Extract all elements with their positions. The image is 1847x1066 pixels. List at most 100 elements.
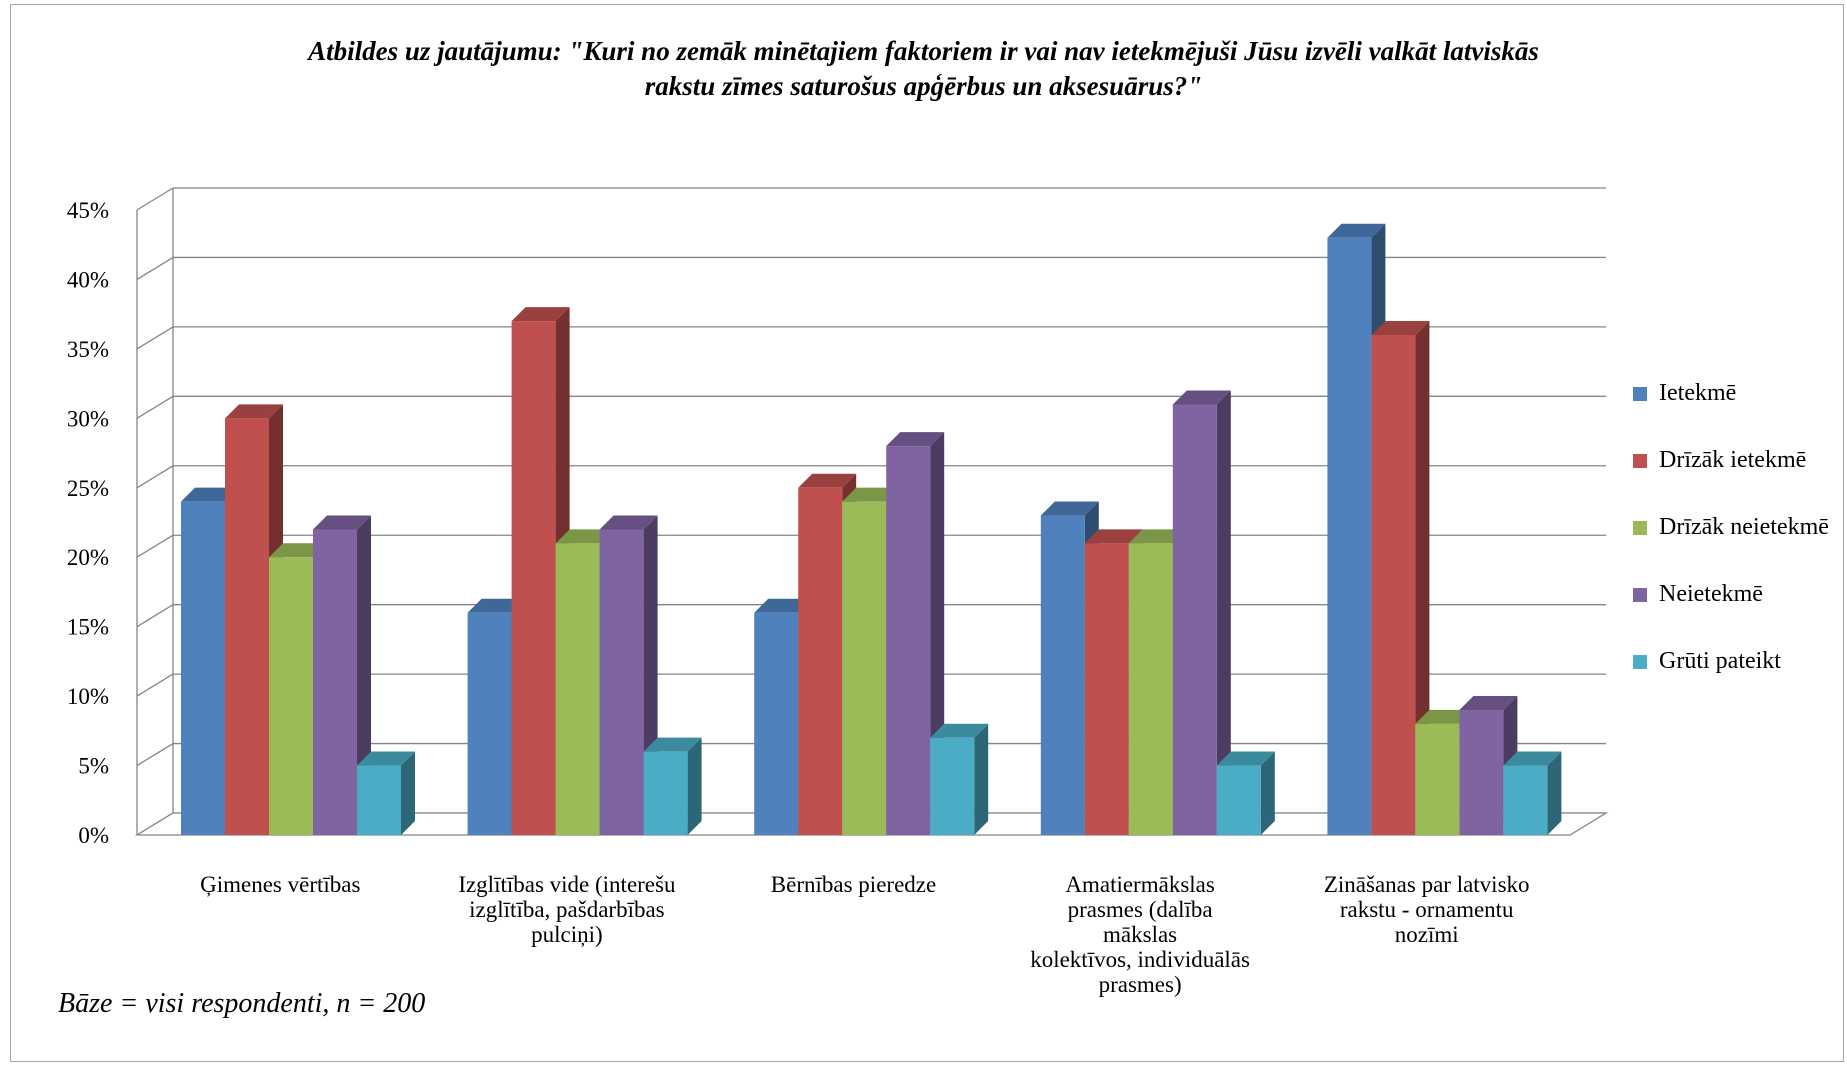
bar <box>1128 543 1173 835</box>
legend-label: Neietekmē <box>1659 581 1763 607</box>
bar-top <box>842 487 901 502</box>
bar <box>1172 404 1217 835</box>
legend-swatch <box>1633 654 1647 669</box>
bar-top <box>467 598 526 613</box>
legend-label: Grūti pateikt <box>1659 648 1781 674</box>
x-category-label: Amatiermākslas <box>1065 872 1215 897</box>
bar-side <box>1260 751 1275 835</box>
y-tick-label: 0% <box>78 823 109 848</box>
x-category-label: kolektīvos, individuālās <box>1030 947 1250 972</box>
y-tick-label: 15% <box>67 615 109 640</box>
gridline-side <box>136 743 174 767</box>
bar-side <box>1415 321 1430 835</box>
bar <box>886 446 931 835</box>
bar <box>643 751 688 835</box>
bar <box>930 737 975 835</box>
bar-top <box>181 487 239 502</box>
gridline-side <box>136 604 174 628</box>
bar <box>467 612 512 835</box>
bar <box>1040 515 1085 835</box>
bar-top <box>1128 529 1187 544</box>
bar-side <box>1547 751 1562 835</box>
bar <box>1084 543 1129 835</box>
gridline-side <box>136 465 174 489</box>
legend-label: Ietekmē <box>1659 380 1737 406</box>
gridline-side <box>136 395 174 419</box>
bar-top <box>1216 751 1275 766</box>
legend-item: Neietekmē <box>1633 561 1829 628</box>
bar-side <box>1216 390 1231 835</box>
y-tick-label: 5% <box>78 754 109 779</box>
x-category-label: izglītība, pašdarbības <box>469 897 664 922</box>
legend-item: Grūti pateikt <box>1633 628 1829 695</box>
base-note: Bāze = visi respondenti, n = 200 <box>58 988 426 1019</box>
bar-top <box>930 723 989 738</box>
legend-item: Ietekmē <box>1633 360 1829 427</box>
x-category-label: pulciņi) <box>531 922 603 948</box>
y-tick-label: 35% <box>67 337 109 362</box>
bar <box>1415 723 1460 835</box>
bar-side <box>974 723 989 835</box>
bar <box>798 487 843 835</box>
chart-title-line-1: Atbildes uz jautājumu: "Kuri no zemāk mi… <box>308 36 1539 66</box>
x-category-label: Zināšanas par latvisko <box>1324 872 1530 897</box>
legend-swatch <box>1633 587 1647 602</box>
bar <box>181 501 225 835</box>
bar-top <box>1172 390 1231 405</box>
bar <box>225 418 269 835</box>
x-category-label: Izglītības vide (interešu <box>458 872 676 897</box>
y-tick-label: 10% <box>67 684 109 709</box>
bar-top <box>357 751 415 766</box>
bar <box>599 529 644 835</box>
bar <box>1371 335 1416 835</box>
y-tick-label: 40% <box>67 267 109 292</box>
chart-title-line-2: rakstu zīmes saturošus apģērbus un akses… <box>644 71 1203 101</box>
bar <box>357 765 401 835</box>
legend-label: Drīzāk neietekmē <box>1659 514 1829 540</box>
bar-top <box>1040 501 1099 516</box>
gridline-side <box>136 256 174 280</box>
bar-top <box>643 737 702 752</box>
bar <box>1327 237 1372 835</box>
bar-top <box>511 307 570 322</box>
bar-top <box>313 515 371 530</box>
bar <box>313 529 357 835</box>
bar <box>1216 765 1261 835</box>
bar <box>1503 765 1548 835</box>
bar-top <box>1415 709 1474 724</box>
legend-item: Drīzāk ietekmē <box>1633 427 1829 494</box>
x-category-label: prasmes (dalība <box>1068 897 1213 922</box>
x-category-label: Ģimenes vērtības <box>200 872 360 897</box>
bar-top <box>269 543 327 558</box>
bar-top <box>599 515 658 530</box>
chart-title: Atbildes uz jautājumu: "Kuri no zemāk mi… <box>0 34 1847 104</box>
x-category-label: Bērnības pieredze <box>771 872 936 897</box>
bar-top <box>886 432 945 447</box>
bar-top <box>1084 529 1143 544</box>
legend-swatch <box>1633 386 1647 401</box>
bar-top <box>1327 223 1386 238</box>
bar <box>1459 710 1504 835</box>
y-tick-label: 45% <box>67 198 109 223</box>
gridline-side <box>136 534 174 558</box>
legend-label: Drīzāk ietekmē <box>1659 447 1807 473</box>
bar-top <box>555 529 614 544</box>
y-tick-label: 20% <box>67 545 109 570</box>
y-tick-label: 30% <box>67 406 109 431</box>
chart-legend: Ietekmē Drīzāk ietekmē Drīzāk neietekmē Nei… <box>1633 360 1829 695</box>
bar-side <box>687 737 702 835</box>
x-category-label: mākslas <box>1103 922 1177 947</box>
x-category-label: prasmes) <box>1099 972 1182 997</box>
bar-side <box>401 751 415 835</box>
legend-swatch <box>1633 453 1647 468</box>
legend-swatch <box>1633 520 1647 535</box>
bar-top <box>1459 696 1518 710</box>
y-tick-label: 25% <box>67 476 109 501</box>
bar <box>511 321 556 836</box>
bar <box>269 557 313 835</box>
bar-top <box>1503 751 1562 766</box>
bar-top <box>1371 321 1430 335</box>
bar-top <box>798 473 857 488</box>
bar <box>842 501 887 835</box>
